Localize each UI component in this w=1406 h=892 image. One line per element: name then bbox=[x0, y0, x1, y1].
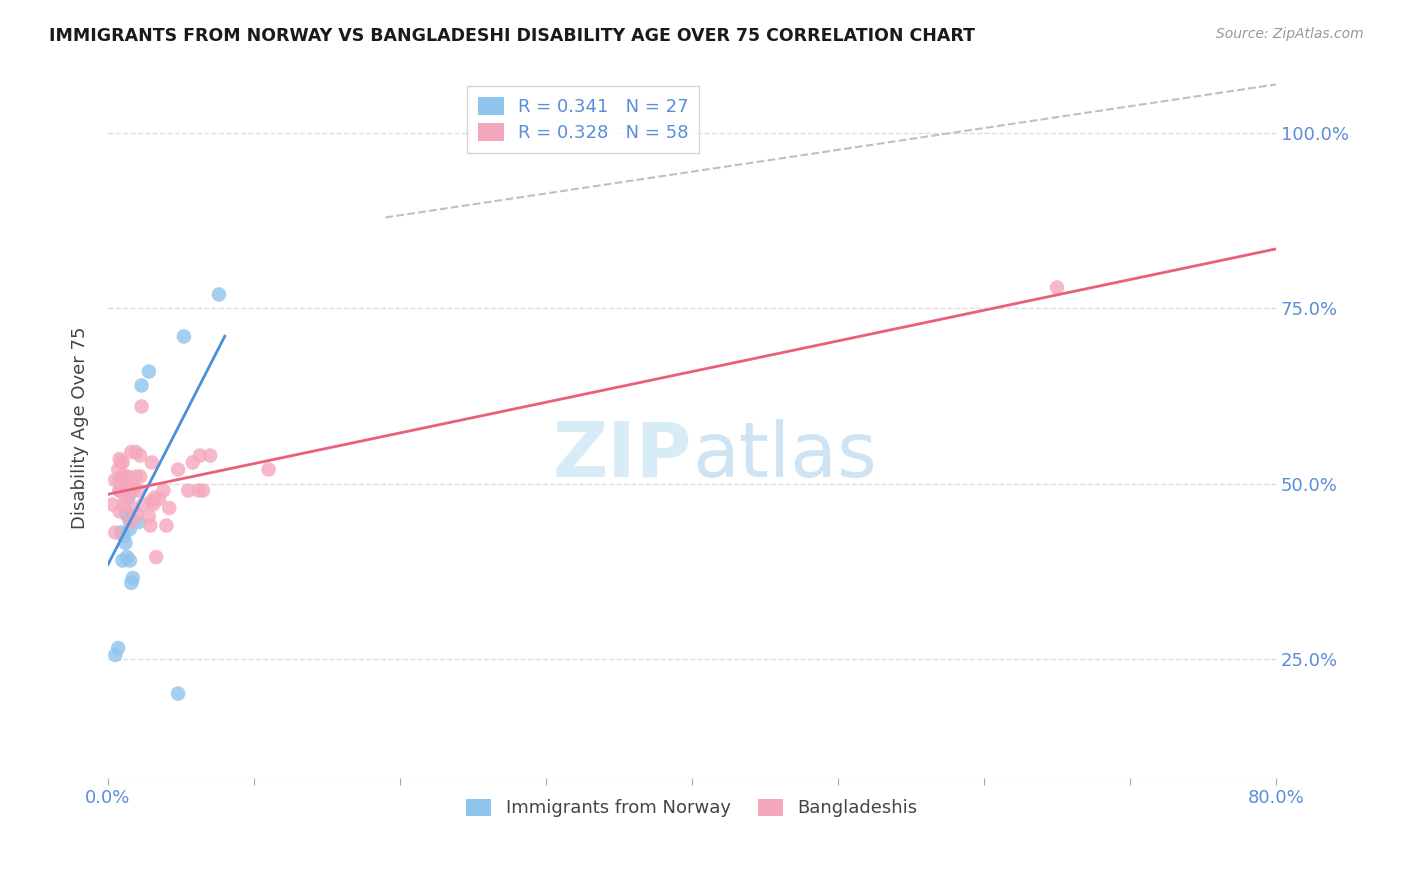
Point bbox=[177, 483, 200, 498]
Point bbox=[108, 483, 131, 498]
Point bbox=[121, 483, 143, 498]
Point bbox=[129, 469, 152, 483]
Point bbox=[127, 508, 149, 522]
Point bbox=[118, 483, 141, 498]
Point bbox=[101, 498, 124, 512]
Point bbox=[114, 536, 136, 550]
Point bbox=[114, 476, 136, 491]
Point bbox=[167, 687, 190, 701]
Point bbox=[118, 515, 141, 529]
Text: Source: ZipAtlas.com: Source: ZipAtlas.com bbox=[1216, 27, 1364, 41]
Point bbox=[108, 452, 131, 467]
Point bbox=[121, 571, 143, 585]
Point bbox=[208, 287, 231, 301]
Point bbox=[138, 364, 160, 378]
Point bbox=[111, 469, 134, 483]
Point bbox=[112, 498, 135, 512]
Point bbox=[114, 491, 136, 505]
Point bbox=[120, 576, 142, 591]
Point bbox=[167, 462, 190, 476]
Point bbox=[121, 501, 143, 516]
Point bbox=[173, 329, 195, 343]
Point bbox=[257, 462, 280, 476]
Point bbox=[191, 483, 214, 498]
Point bbox=[125, 445, 148, 459]
Point bbox=[128, 483, 150, 498]
Point bbox=[111, 483, 134, 498]
Point bbox=[188, 449, 211, 463]
Point bbox=[107, 462, 129, 476]
Point bbox=[108, 473, 131, 487]
Point bbox=[132, 498, 155, 512]
Point bbox=[114, 476, 136, 491]
Point bbox=[115, 476, 138, 491]
Point bbox=[131, 400, 153, 414]
Point bbox=[115, 483, 138, 498]
Point bbox=[152, 483, 174, 498]
Point bbox=[111, 456, 134, 470]
Point bbox=[110, 476, 132, 491]
Point bbox=[145, 549, 167, 564]
Point bbox=[141, 494, 163, 508]
Point bbox=[142, 498, 165, 512]
Point bbox=[107, 641, 129, 656]
Text: ZIP: ZIP bbox=[553, 418, 692, 492]
Point bbox=[118, 553, 141, 567]
Text: IMMIGRANTS FROM NORWAY VS BANGLADESHI DISABILITY AGE OVER 75 CORRELATION CHART: IMMIGRANTS FROM NORWAY VS BANGLADESHI DI… bbox=[49, 27, 976, 45]
Point bbox=[111, 553, 134, 567]
Point bbox=[118, 511, 141, 525]
Point bbox=[141, 456, 163, 470]
Point bbox=[117, 483, 139, 498]
Point bbox=[108, 504, 131, 518]
Point bbox=[104, 473, 127, 487]
Point bbox=[117, 491, 139, 505]
Point bbox=[138, 509, 160, 524]
Point bbox=[110, 456, 132, 470]
Point bbox=[115, 469, 138, 483]
Point bbox=[104, 648, 127, 662]
Y-axis label: Disability Age Over 75: Disability Age Over 75 bbox=[72, 326, 89, 529]
Point bbox=[117, 476, 139, 491]
Point bbox=[115, 549, 138, 564]
Point bbox=[108, 483, 131, 498]
Point bbox=[181, 456, 204, 470]
Point bbox=[1046, 280, 1069, 294]
Point bbox=[120, 476, 142, 491]
Point bbox=[139, 518, 162, 533]
Point bbox=[118, 522, 141, 536]
Point bbox=[104, 525, 127, 540]
Point bbox=[111, 469, 134, 483]
Point bbox=[114, 469, 136, 483]
Point bbox=[120, 445, 142, 459]
Point bbox=[129, 449, 152, 463]
Point bbox=[110, 525, 132, 540]
Point bbox=[198, 449, 221, 463]
Text: atlas: atlas bbox=[692, 418, 877, 492]
Point bbox=[112, 529, 135, 543]
Point bbox=[148, 491, 170, 506]
Point bbox=[128, 515, 150, 529]
Point bbox=[187, 483, 209, 498]
Point bbox=[114, 504, 136, 518]
Point bbox=[155, 518, 177, 533]
Point bbox=[143, 491, 166, 505]
Point bbox=[111, 473, 134, 487]
Legend: Immigrants from Norway, Bangladeshis: Immigrants from Norway, Bangladeshis bbox=[458, 791, 925, 824]
Point bbox=[112, 480, 135, 494]
Point bbox=[112, 469, 135, 483]
Point bbox=[157, 501, 180, 516]
Point bbox=[125, 469, 148, 483]
Point bbox=[117, 476, 139, 491]
Point bbox=[115, 508, 138, 522]
Point bbox=[110, 483, 132, 498]
Point bbox=[131, 378, 153, 392]
